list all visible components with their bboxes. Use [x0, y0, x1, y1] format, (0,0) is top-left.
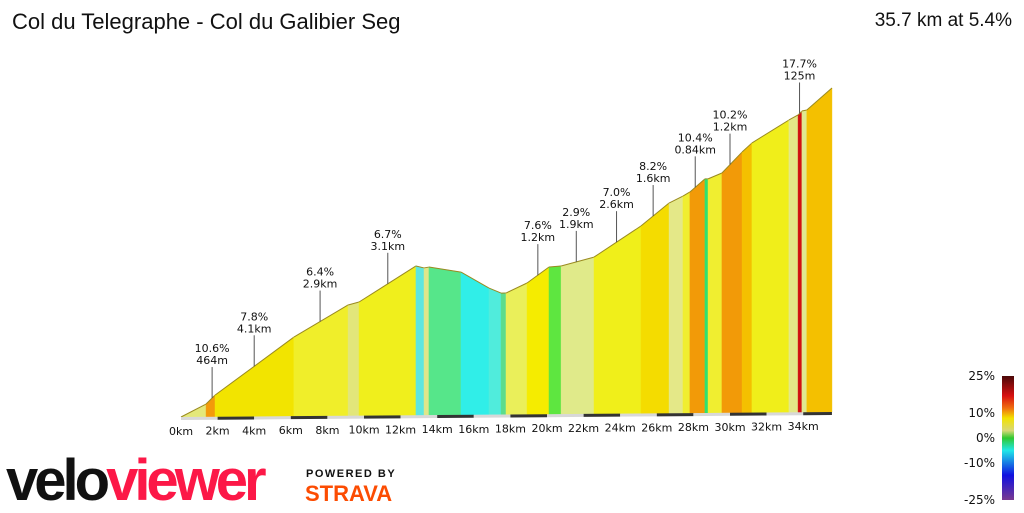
- annotation-length: 3.1km: [370, 240, 405, 253]
- x-tick-label: 32km: [751, 421, 782, 434]
- x-tick-label: 12km: [385, 423, 416, 436]
- axis-bar-segment: [620, 413, 657, 416]
- axis-bar-segment: [547, 414, 584, 417]
- profile-segment: [429, 267, 461, 415]
- x-tick-label: 10km: [348, 424, 379, 437]
- climb-annotation: 6.7%3.1km: [370, 228, 405, 284]
- annotation-length: 4.1km: [237, 322, 272, 335]
- legend-label: -10%: [964, 456, 995, 470]
- x-tick-label: 2km: [206, 425, 230, 438]
- profile-segment: [807, 88, 832, 412]
- legend-label: -25%: [964, 493, 995, 507]
- x-tick-label: 34km: [788, 420, 819, 433]
- x-tick-label: 22km: [568, 422, 599, 435]
- profile-segment: [669, 196, 683, 413]
- annotation-length: 1.9km: [559, 218, 594, 231]
- axis-bar-segment: [401, 415, 438, 418]
- profile-segment: [549, 266, 561, 414]
- x-tick-label: 20km: [531, 422, 562, 435]
- x-tick-label: 26km: [641, 421, 672, 434]
- profile-segment: [359, 266, 416, 416]
- profile-segment: [683, 192, 690, 413]
- profile-segment: [416, 266, 424, 415]
- axis-bar-segment: [218, 416, 255, 419]
- profile-segment: [206, 395, 215, 417]
- axis-bar-segment: [693, 413, 730, 416]
- profile-segment: [294, 305, 348, 416]
- x-tick-label: 14km: [422, 423, 453, 436]
- profile-segment: [722, 152, 742, 413]
- profile-segment: [501, 293, 506, 415]
- gradient-legend: 25% 10% 0% -10% -25%: [964, 369, 1014, 507]
- axis-bar-segment: [767, 412, 804, 415]
- axis-bar-segment: [327, 416, 364, 419]
- profile-segment: [752, 120, 789, 413]
- profile-segments: [181, 88, 832, 417]
- profile-segment: [348, 302, 359, 416]
- x-axis-ticks: 0km 2km 4km 6km 8km 10km 12km 14km 16km 18km 20km 2…: [169, 420, 819, 438]
- annotation-length: 2.6km: [599, 198, 634, 211]
- legend-label: 0%: [976, 431, 995, 445]
- profile-segment: [641, 203, 669, 413]
- profile-segment: [506, 283, 527, 415]
- powered-by-label: POWERED BY: [306, 468, 396, 480]
- x-tick-label: 6km: [279, 424, 303, 437]
- annotation-length: 1.6km: [636, 172, 671, 185]
- x-tick-label: 18km: [495, 422, 526, 435]
- annotation-length: 1.2km: [713, 121, 748, 134]
- profile-segment: [789, 115, 798, 412]
- profile-segment: [798, 111, 802, 412]
- axis-bar-segment: [474, 414, 511, 417]
- x-tick-label: 28km: [678, 421, 709, 434]
- axis-bar-segment: [291, 416, 328, 419]
- axis-bar-segment: [510, 414, 547, 417]
- x-tick-label: 4km: [242, 424, 266, 437]
- axis-bar-segment: [254, 416, 291, 419]
- axis-bar-segment: [437, 415, 474, 418]
- profile-segment: [690, 179, 705, 413]
- profile-segment: [594, 226, 641, 414]
- profile-segment: [424, 267, 429, 415]
- annotation-length: 464m: [196, 354, 228, 367]
- profile-segment: [527, 267, 549, 414]
- climb-annotation: 6.4%2.9km: [303, 266, 338, 322]
- profile-segment: [561, 257, 594, 414]
- legend-label: 25%: [968, 369, 995, 383]
- annotation-length: 1.2km: [521, 231, 556, 244]
- profile-segment: [708, 173, 722, 413]
- annotation-length: 0.84km: [674, 143, 716, 156]
- annotation-length: 125m: [784, 69, 816, 82]
- climb-annotation: 2.9%1.9km: [559, 206, 594, 262]
- x-tick-label: 8km: [315, 424, 339, 437]
- strava-logo: STRAVA: [305, 481, 392, 507]
- legend-label: 10%: [968, 406, 995, 420]
- legend-color-bar: [1002, 376, 1014, 500]
- x-tick-label: 30km: [714, 421, 745, 434]
- profile-segment: [461, 272, 489, 415]
- x-tick-label: 16km: [458, 423, 489, 436]
- x-tick-label: 0km: [169, 425, 193, 438]
- axis-bar-segment: [657, 413, 694, 416]
- x-tick-label: 24km: [605, 422, 636, 435]
- axis-bar-segment: [181, 417, 218, 420]
- profile-segment: [802, 110, 807, 412]
- profile-segment: [742, 143, 752, 413]
- profile-segment: [705, 179, 708, 413]
- axis-bar-segment: [730, 413, 767, 416]
- profile-segment: [489, 288, 501, 415]
- veloviewer-logo: veloviewer: [6, 452, 263, 510]
- axis-bar-segment: [584, 414, 621, 417]
- axis-bar-segment: [364, 415, 401, 418]
- annotation-length: 2.9km: [303, 278, 338, 291]
- axis-bar-segment: [803, 412, 832, 415]
